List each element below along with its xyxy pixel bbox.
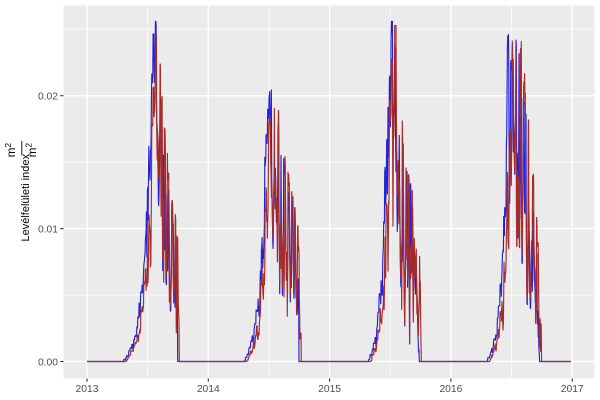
svg-text:0.00: 0.00 — [38, 358, 58, 369]
svg-text:0.02: 0.02 — [38, 92, 58, 103]
svg-text:Levélfelületi index: Levélfelületi index — [20, 154, 32, 242]
svg-text:2013: 2013 — [76, 384, 99, 395]
svg-text:0.01: 0.01 — [38, 225, 58, 236]
svg-text:2014: 2014 — [197, 384, 220, 395]
svg-text:2016: 2016 — [439, 384, 462, 395]
svg-text:2017: 2017 — [561, 384, 584, 395]
svg-text:2015: 2015 — [318, 384, 341, 395]
